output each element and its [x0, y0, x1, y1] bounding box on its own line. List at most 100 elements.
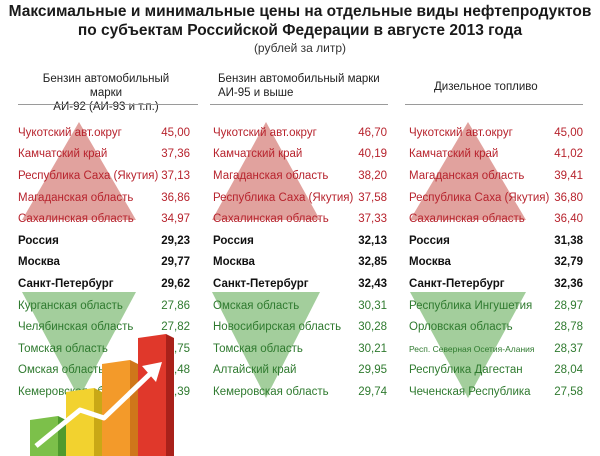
- column-header-ai92: Бензин автомобильный марки АИ-92 (АИ-93 …: [26, 72, 186, 114]
- region-name: Камчатский край: [18, 148, 108, 161]
- region-name: Магаданская область: [18, 191, 134, 204]
- table-row: Республика Саха (Якутия) 36,80: [409, 187, 583, 209]
- region-name: Россия: [409, 234, 450, 247]
- growth-chart-illustration: [30, 334, 174, 456]
- price-value: 32,43: [358, 277, 387, 290]
- price-value: 39,41: [554, 169, 583, 182]
- price-value: 27,86: [161, 299, 190, 312]
- price-value: 27,58: [554, 385, 583, 398]
- price-value: 36,86: [161, 191, 190, 204]
- region-name: Чукотский авт.округ: [213, 126, 317, 139]
- price-value: 27,82: [161, 321, 190, 334]
- region-name: Санкт-Петербург: [18, 277, 114, 290]
- region-name: Чеченская Республика: [409, 385, 531, 398]
- region-name: Новосибирская область: [213, 321, 342, 334]
- column-header-ai92-line2: АИ-92 (АИ-93 и т.п.): [53, 101, 159, 113]
- arrow-up-decor-1: [22, 122, 136, 220]
- page-title: Максимальные и минимальные цены на отдел…: [0, 2, 600, 40]
- region-name: Республика Саха (Якутия): [409, 191, 550, 204]
- table-row: Орловская область 28,78: [409, 316, 583, 338]
- price-value: 30,31: [358, 299, 387, 312]
- table-row: Омская область 30,31: [213, 295, 387, 317]
- price-value: 45,00: [161, 126, 190, 139]
- region-name: Томская область: [18, 342, 108, 355]
- price-value: 29,74: [358, 385, 387, 398]
- table-row: Санкт-Петербург 32,36: [409, 273, 583, 295]
- region-name: Чукотский авт.округ: [409, 126, 513, 139]
- arrow-down-decor-1: [22, 292, 136, 398]
- region-name: Москва: [213, 256, 255, 269]
- region-name: Россия: [213, 234, 254, 247]
- table-row: Камчатский край 40,19: [213, 144, 387, 166]
- region-name: Респ. Северная Осетия-Алания: [409, 343, 535, 354]
- price-value: 36,40: [554, 213, 583, 226]
- table-row: Москва 29,77: [18, 252, 190, 274]
- region-name: Чукотский авт.округ: [18, 126, 122, 139]
- region-name: Омская область: [18, 364, 105, 377]
- region-name: Сахалинская область: [18, 213, 134, 226]
- table-row: Санкт-Петербург 32,43: [213, 273, 387, 295]
- region-name: Кемеровская область: [213, 385, 329, 398]
- table-row: Чукотский авт.округ 45,00: [409, 122, 583, 144]
- region-name: Орловская область: [409, 321, 513, 334]
- region-name: Республика Дагестан: [409, 364, 523, 377]
- region-name: Санкт-Петербург: [409, 277, 505, 290]
- table-row: Камчатский край 41,02: [409, 144, 583, 166]
- table-row: Алтайский край 29,95: [213, 360, 387, 382]
- table-row: Сахалинская область 37,33: [213, 208, 387, 230]
- price-value: 37,13: [161, 169, 190, 182]
- region-name: Санкт-Петербург: [213, 277, 309, 290]
- price-value: 29,62: [161, 277, 190, 290]
- region-name: Томская область: [213, 342, 303, 355]
- price-value: 34,97: [161, 213, 190, 226]
- price-value: 32,85: [358, 256, 387, 269]
- column-header-diesel: Дизельное топливо: [434, 80, 574, 94]
- price-value: 31,38: [554, 234, 583, 247]
- price-value: 38,20: [358, 169, 387, 182]
- price-value: 29,77: [161, 256, 190, 269]
- price-value: 36,80: [554, 191, 583, 204]
- arrow-up-decor-3: [410, 122, 526, 220]
- region-name: Алтайский край: [213, 364, 297, 377]
- price-value: 32,79: [554, 256, 583, 269]
- region-name: Россия: [18, 234, 59, 247]
- growth-bar-orange: [102, 360, 138, 456]
- column-diesel: Чукотский авт.округ 45,00 Камчатский край 4…: [409, 122, 583, 403]
- table-row: Республика Ингушетия 28,97: [409, 295, 583, 317]
- table-row: Магаданская область 38,20: [213, 165, 387, 187]
- table-row: Москва 32,85: [213, 252, 387, 274]
- table-row: Новосибирская область 30,28: [213, 316, 387, 338]
- column-header-ai92-line1: Бензин автомобильный марки: [42, 73, 170, 99]
- title-line-1: Максимальные и минимальные цены на отдел…: [8, 3, 592, 20]
- arrow-up-decor-2: [212, 122, 320, 220]
- table-row: Магаданская область 36,86: [18, 187, 190, 209]
- growth-bar-yellow: [66, 388, 102, 456]
- table-row: Республика Саха (Якутия) 37,58: [213, 187, 387, 209]
- column-header-ai95-line1: Бензин автомобильный марки: [218, 73, 380, 85]
- table-row: Москва 32,79: [409, 252, 583, 274]
- price-value: 29,23: [161, 234, 190, 247]
- price-value: 41,02: [554, 148, 583, 161]
- price-value: 40,19: [358, 148, 387, 161]
- table-row: Томская область 30,21: [213, 338, 387, 360]
- table-row: Камчатский край 37,36: [18, 144, 190, 166]
- growth-arrow-icon: [34, 362, 162, 448]
- price-value: 37,58: [358, 191, 387, 204]
- region-name: Сахалинская область: [213, 213, 329, 226]
- price-value: 28,78: [554, 321, 583, 334]
- table-row: Республика Саха (Якутия) 37,13: [18, 165, 190, 187]
- price-value: 29,95: [358, 364, 387, 377]
- region-name: Челябинская область: [18, 321, 134, 334]
- region-name: Курганская область: [18, 299, 123, 312]
- table-row: Россия 31,38: [409, 230, 583, 252]
- region-name: Москва: [18, 256, 60, 269]
- region-name: Камчатский край: [409, 148, 499, 161]
- region-name: Сахалинская область: [409, 213, 525, 226]
- price-value: 28,37: [554, 342, 583, 355]
- arrow-down-decor-3: [410, 292, 526, 398]
- column-header-divider-1: [18, 104, 198, 105]
- table-row: Чукотский авт.округ 46,70: [213, 122, 387, 144]
- table-row: Кемеровская область 29,74: [213, 381, 387, 403]
- table-row: Сахалинская область 36,40: [409, 208, 583, 230]
